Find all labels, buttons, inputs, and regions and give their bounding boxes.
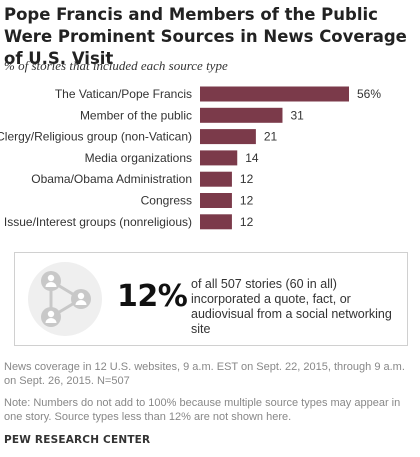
category-label: Congress	[141, 194, 192, 208]
value-label: 21	[264, 130, 278, 144]
category-label: Media organizations	[85, 151, 192, 165]
category-label: Obama/Obama Administration	[31, 172, 192, 186]
bar-chart: The Vatican/Pope Francis 56% Member of the…	[0, 86, 381, 230]
bar	[200, 107, 283, 123]
bars-group: The Vatican/Pope Francis 56% Member of the…	[0, 86, 381, 230]
bar	[200, 214, 232, 230]
value-label: 31	[290, 108, 304, 122]
category-label: Issue/Interest groups (nonreligious)	[4, 215, 192, 229]
bar	[200, 150, 238, 166]
value-label: 12	[240, 172, 254, 186]
footnote: Note: Numbers do not add to 100% because…	[4, 397, 401, 423]
chart-subtitle: % of stories that included each source t…	[4, 58, 228, 73]
callout-stat: 12%	[117, 279, 188, 314]
chart-title: Pope Francis and Members of the Public W…	[4, 5, 407, 68]
bar	[200, 193, 232, 208]
bar	[200, 171, 232, 187]
pew-logo-text: PEW RESEARCH CENTER	[4, 434, 151, 446]
value-label: 12	[240, 215, 254, 229]
value-label: 12	[240, 194, 254, 208]
category-label: The Vatican/Pope Francis	[55, 87, 192, 101]
value-label: 56%	[357, 87, 381, 101]
category-label: Clergy/Religious group (non-Vatican)	[0, 130, 192, 144]
source-note: News coverage in 12 U.S. websites, 9 a.m…	[4, 361, 405, 387]
callout-text: of all 507 stories (60 in all) incorpora…	[191, 277, 392, 336]
social-media-callout: 12% of all 507 stories (60 in all) incor…	[14, 252, 408, 346]
category-label: Member of the public	[80, 108, 192, 122]
bar	[200, 129, 256, 145]
value-label: 14	[245, 151, 259, 165]
bar	[200, 86, 349, 102]
social-network-icon	[28, 262, 102, 336]
